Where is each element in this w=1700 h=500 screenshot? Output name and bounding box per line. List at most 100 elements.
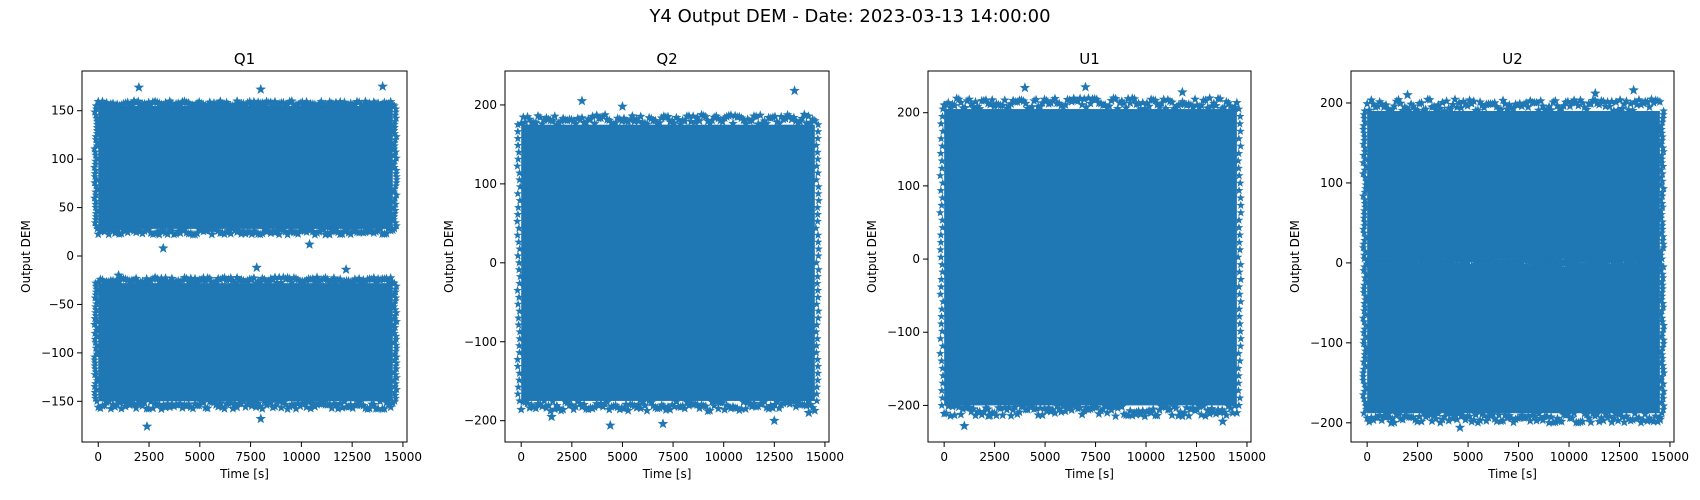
data-point bbox=[959, 420, 970, 431]
data-point bbox=[1130, 408, 1142, 419]
data-point bbox=[1177, 86, 1188, 97]
y-tick-label: −200 bbox=[887, 398, 920, 412]
data-band bbox=[944, 109, 1237, 406]
y-tick-label: 150 bbox=[51, 104, 74, 118]
data-point bbox=[1628, 84, 1639, 95]
y-tick-label: 100 bbox=[51, 152, 74, 166]
data-band bbox=[521, 124, 815, 401]
data-point bbox=[605, 419, 616, 430]
data-point bbox=[1386, 417, 1397, 428]
axes-frame bbox=[927, 70, 1252, 443]
y-tick-label: −50 bbox=[49, 297, 74, 311]
x-tick-label: 12500 bbox=[333, 450, 371, 464]
data-point bbox=[1483, 253, 1494, 264]
data-point bbox=[255, 413, 266, 424]
data-point bbox=[251, 262, 262, 273]
y-tick-label: −100 bbox=[41, 346, 74, 360]
band-top-edge-markers bbox=[1362, 258, 1665, 271]
data-point bbox=[377, 81, 388, 91]
x-tick-label: 12500 bbox=[1177, 450, 1215, 464]
data-point bbox=[617, 101, 628, 111]
band-bottom-edge-markers bbox=[939, 400, 1242, 421]
data-point bbox=[769, 415, 780, 426]
axes-frame bbox=[1350, 70, 1675, 443]
x-tick-label: 15000 bbox=[1651, 450, 1689, 464]
x-axis-label: Time [s] bbox=[1487, 467, 1537, 481]
subplot-u1: 0 2500 5000 7500 10000 12500 15000 −200 −100 0 100… bbox=[865, 50, 1266, 481]
x-tick-label: 2500 bbox=[134, 450, 165, 464]
subplot-title: Q2 bbox=[656, 50, 677, 68]
x-tick-label: 15000 bbox=[384, 450, 422, 464]
data-markers bbox=[935, 81, 1246, 431]
data-point bbox=[158, 242, 169, 253]
x-tick-label: 2500 bbox=[557, 450, 588, 464]
x-tick-label: 2500 bbox=[1402, 450, 1433, 464]
data-band bbox=[98, 105, 393, 229]
x-tick-label: 2500 bbox=[979, 450, 1010, 464]
subplot-title: U2 bbox=[1502, 50, 1523, 68]
band-top-edge-markers bbox=[1362, 94, 1665, 115]
data-point bbox=[1454, 422, 1466, 433]
data-point bbox=[1217, 416, 1228, 426]
band-bottom-edge-markers bbox=[1362, 408, 1665, 427]
data-point bbox=[1402, 89, 1413, 100]
x-tick-label: 12500 bbox=[1600, 450, 1638, 464]
data-point bbox=[255, 83, 266, 94]
data-point bbox=[113, 269, 124, 280]
axes-frame bbox=[504, 70, 830, 443]
data-markers bbox=[1358, 84, 1669, 433]
x-tick-label: 10000 bbox=[1550, 450, 1588, 464]
y-tick-label: 100 bbox=[1320, 176, 1343, 190]
data-point bbox=[1080, 81, 1091, 92]
x-tick-label: 5000 bbox=[1030, 450, 1061, 464]
data-point bbox=[304, 238, 315, 249]
y-tick-label: 0 bbox=[912, 252, 920, 266]
y-axis-label: Output DEM bbox=[865, 220, 879, 293]
subplot-title: U1 bbox=[1079, 50, 1100, 68]
y-tick-label: −200 bbox=[1310, 416, 1343, 430]
x-tick-label: 5000 bbox=[185, 450, 216, 464]
y-tick-label: 100 bbox=[474, 177, 497, 191]
y-tick-label: −100 bbox=[464, 335, 497, 349]
band-bottom-edge-markers bbox=[93, 223, 398, 239]
data-point bbox=[546, 411, 557, 422]
data-point bbox=[983, 410, 994, 421]
x-tick-label: 10000 bbox=[1127, 450, 1165, 464]
x-tick-label: 12500 bbox=[755, 450, 793, 464]
subplot-q2: 0 2500 5000 7500 10000 12500 15000 −200 −100 0 100… bbox=[442, 50, 844, 481]
data-point bbox=[789, 85, 800, 96]
x-tick-label: 0 bbox=[94, 450, 102, 464]
y-tick-label: 200 bbox=[474, 98, 497, 112]
band-top-edge-markers bbox=[93, 96, 398, 110]
x-tick-label: 0 bbox=[940, 450, 948, 464]
y-tick-label: 0 bbox=[1335, 256, 1343, 270]
y-axis-label: Output DEM bbox=[1288, 220, 1302, 293]
y-tick-label: 100 bbox=[897, 179, 920, 193]
x-tick-label: 7500 bbox=[658, 450, 689, 464]
subplot-q1: 0 2500 5000 7500 10000 12500 15000 −150 −100 −50 0… bbox=[19, 50, 422, 481]
x-tick-label: 0 bbox=[1363, 450, 1371, 464]
figure-title: Y4 Output DEM - Date: 2023-03-13 14:00:0… bbox=[649, 6, 1051, 27]
subplot-u2: 0 2500 5000 7500 10000 12500 15000 −200 −100 0 100… bbox=[1288, 50, 1689, 481]
y-axis-label: Output DEM bbox=[442, 220, 456, 293]
y-tick-label: 50 bbox=[59, 201, 74, 215]
x-tick-label: 7500 bbox=[1503, 450, 1534, 464]
subplot-title: Q1 bbox=[234, 50, 255, 68]
data-markers bbox=[513, 85, 823, 430]
data-point bbox=[1543, 254, 1555, 265]
x-tick-label: 5000 bbox=[1453, 450, 1484, 464]
x-tick-label: 0 bbox=[517, 450, 525, 464]
band-top-edge-markers bbox=[939, 93, 1242, 114]
data-point bbox=[1654, 414, 1666, 425]
data-band bbox=[1367, 266, 1660, 414]
band-top-edge-markers bbox=[516, 109, 820, 129]
data-point bbox=[803, 407, 814, 418]
y-tick-label: 200 bbox=[1320, 96, 1343, 110]
y-tick-label: 0 bbox=[66, 249, 74, 263]
data-point bbox=[340, 264, 352, 274]
x-tick-label: 7500 bbox=[1080, 450, 1111, 464]
x-axis-label: Time [s] bbox=[1064, 467, 1114, 481]
y-axis-label: Output DEM bbox=[19, 220, 33, 293]
y-tick-label: −200 bbox=[464, 414, 497, 428]
data-point bbox=[141, 421, 153, 431]
